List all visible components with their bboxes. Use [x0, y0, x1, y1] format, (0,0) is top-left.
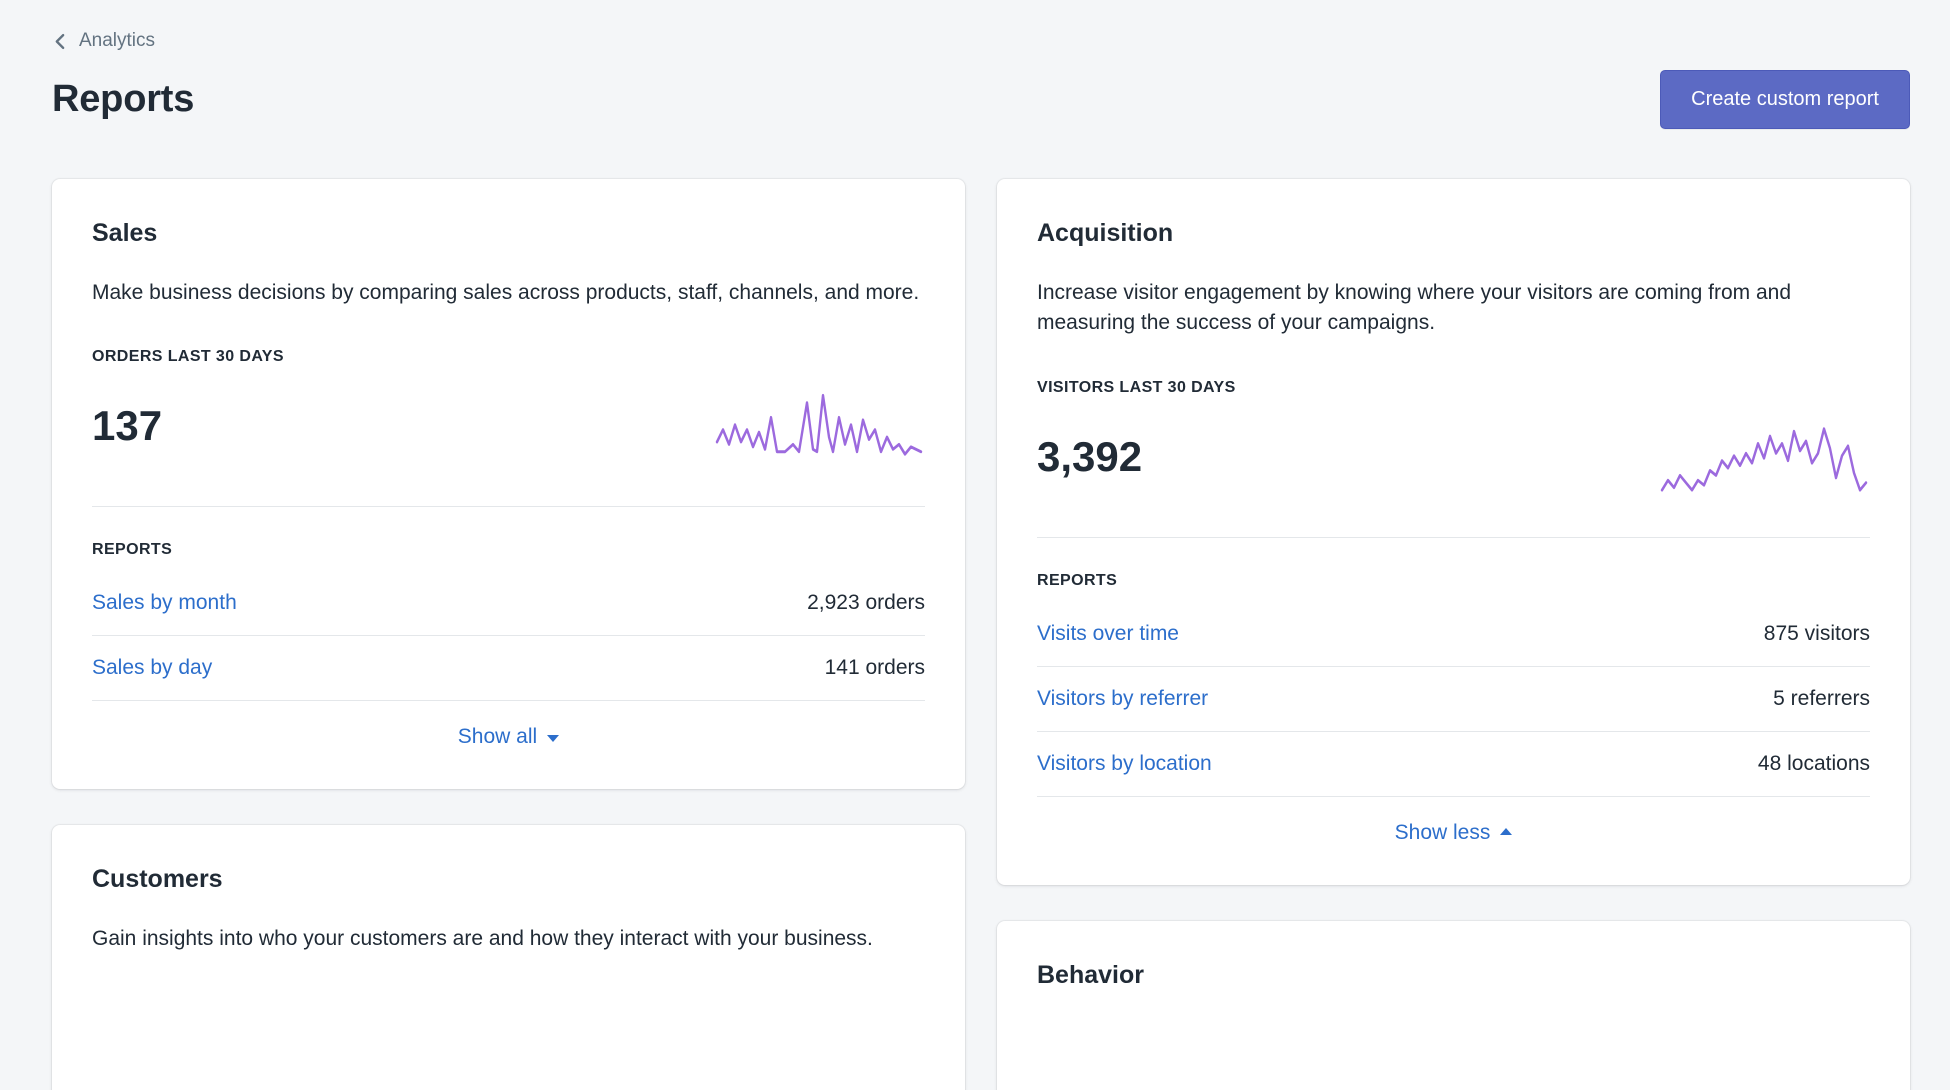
card-description-sales: Make business decisions by comparing sal…	[92, 281, 920, 304]
metric-value-orders: 137	[92, 402, 163, 450]
card-divider	[1037, 536, 1870, 538]
chevron-left-icon	[52, 33, 69, 50]
table-row: Sales by day 141 orders	[92, 636, 925, 702]
caret-up-icon	[1500, 827, 1513, 835]
metric-label-orders: ORDERS LAST 30 DAYS	[92, 348, 284, 366]
metric-value-visitors: 3,392	[1037, 432, 1143, 480]
sales-sparkline-chart	[715, 394, 923, 457]
customers-card: Customers Gain insights into who your cu…	[52, 825, 965, 1090]
report-list-acquisition: Visits over time 875 visitors Visitors b…	[1037, 602, 1870, 797]
show-less-label: Show less	[1394, 820, 1491, 844]
page-title: Reports	[52, 78, 195, 120]
acquisition-sparkline-chart	[1660, 427, 1868, 492]
sales-by-month-link[interactable]: Sales by month	[92, 591, 237, 615]
report-count-value: 5 referrers	[1773, 686, 1870, 710]
card-description-acquisition: Increase visitor engagement by knowing w…	[1037, 281, 1792, 335]
card-divider	[92, 506, 925, 508]
create-custom-report-button[interactable]: Create custom report	[1660, 70, 1910, 129]
report-list-sales: Sales by month 2,923 orders Sales by day…	[92, 571, 925, 702]
card-description-customers: Gain insights into who your customers ar…	[92, 927, 873, 951]
metric-label-visitors: VISITORS LAST 30 DAYS	[1037, 378, 1236, 396]
breadcrumb[interactable]: Analytics	[52, 30, 155, 52]
metric-row-sales: 137	[92, 388, 925, 464]
reports-section-label: REPORTS	[92, 541, 173, 559]
card-title-behavior: Behavior	[1037, 960, 1144, 989]
sales-card: Sales Make business decisions by compari…	[52, 179, 965, 790]
cards-grid: Sales Make business decisions by compari…	[52, 179, 1910, 1090]
reports-section-label: REPORTS	[1037, 571, 1118, 589]
report-count-value: 2,923 orders	[807, 591, 925, 615]
report-count-value: 141 orders	[824, 656, 925, 680]
toggle-row: Show all	[92, 701, 925, 749]
behavior-card: Behavior	[997, 920, 1910, 1090]
page-header: Reports Create custom report	[52, 70, 1910, 129]
visitors-by-location-link[interactable]: Visitors by location	[1037, 751, 1212, 775]
show-all-label: Show all	[457, 725, 538, 749]
table-row: Visitors by referrer 5 referrers	[1037, 667, 1870, 732]
caret-down-icon	[547, 735, 560, 743]
show-less-button[interactable]: Show less	[1395, 821, 1513, 845]
metric-row-acquisition: 3,392	[1037, 419, 1870, 495]
show-all-button[interactable]: Show all	[457, 725, 560, 749]
breadcrumb-label[interactable]: Analytics	[79, 30, 156, 51]
visitors-by-referrer-link[interactable]: Visitors by referrer	[1037, 686, 1209, 710]
toggle-row: Show less	[1037, 797, 1870, 845]
card-title-acquisition: Acquisition	[1037, 219, 1174, 247]
acquisition-card: Acquisition Increase visitor engagement …	[997, 179, 1910, 885]
sales-by-day-link[interactable]: Sales by day	[92, 656, 213, 680]
table-row: Sales by month 2,923 orders	[92, 571, 925, 637]
table-row: Visits over time 875 visitors	[1037, 602, 1870, 667]
right-column: Acquisition Increase visitor engagement …	[997, 179, 1910, 1090]
report-count-value: 875 visitors	[1763, 621, 1870, 645]
report-count-value: 48 locations	[1757, 751, 1870, 775]
left-column: Sales Make business decisions by compari…	[52, 179, 965, 1090]
card-title-sales: Sales	[92, 219, 158, 247]
card-title-customers: Customers	[92, 865, 223, 894]
table-row: Visitors by location 48 locations	[1037, 732, 1870, 797]
visits-over-time-link[interactable]: Visits over time	[1037, 621, 1179, 645]
